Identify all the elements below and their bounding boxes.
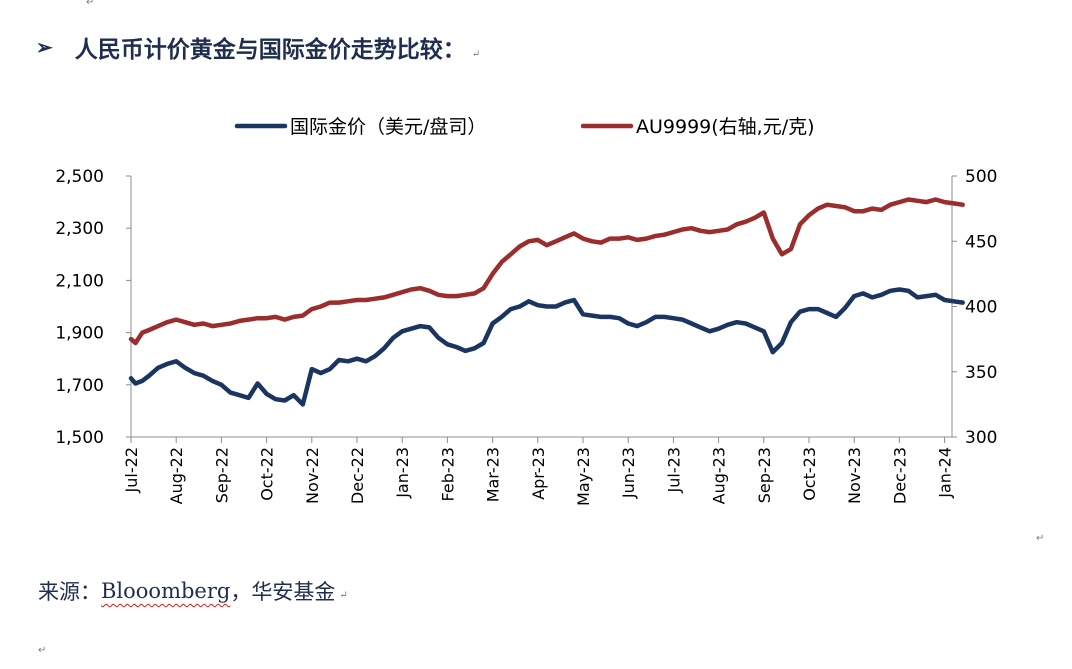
section-heading: ➢ 人民币计价黄金与国际金价走势比较： ↵ xyxy=(36,30,480,64)
left-axis-tick-label: 1,500 xyxy=(55,428,104,448)
x-axis-tick-label: Jun-23 xyxy=(619,447,638,499)
x-axis-tick-label: Dec-23 xyxy=(890,447,909,504)
chart-series xyxy=(128,197,965,407)
source-suffix: ，华安基金 xyxy=(230,580,336,604)
x-axis-tick-label: Oct-23 xyxy=(800,447,819,501)
x-axis-tick-label: Dec-22 xyxy=(348,447,367,504)
chart-axes: 1,500 1,700 1,900 2,100 2,300 2,500 300 350 400 4… xyxy=(55,167,997,506)
x-axis-tick-label: Feb-23 xyxy=(438,447,457,501)
paragraph-mark-chart: ↵ xyxy=(1036,533,1045,544)
paragraph-mark-source: ↵ xyxy=(339,590,348,601)
paragraph-mark-bottom: ↵ xyxy=(38,645,47,656)
left-axis-tick-label: 2,100 xyxy=(55,271,104,291)
source-brand: Blooomberg xyxy=(101,579,231,603)
left-axis-tick-label: 2,300 xyxy=(55,219,104,239)
heading-text: 人民币计价黄金与国际金价走势比较： xyxy=(74,36,466,63)
paragraph-mark-heading: ↵ xyxy=(471,49,481,60)
right-axis-tick-label: 400 xyxy=(965,298,997,318)
right-axis-tick-label: 450 xyxy=(965,232,997,252)
left-axis-tick-label: 1,700 xyxy=(55,376,104,396)
intl-gold-series-line xyxy=(128,287,965,407)
left-axis-tick-label: 1,900 xyxy=(55,324,104,344)
right-axis-tick-label: 350 xyxy=(965,363,997,383)
x-axis-tick-label: Apr-23 xyxy=(529,447,548,500)
legend-label-2: AU9999(右轴,元/克) xyxy=(636,116,815,138)
left-axis-tick-label: 2,500 xyxy=(55,167,104,187)
x-axis-tick-label: Nov-22 xyxy=(303,447,322,504)
x-axis-tick-label: May-23 xyxy=(574,447,593,506)
paragraph-mark-top: ↵ xyxy=(86,0,95,8)
right-axis-tick-label: 500 xyxy=(965,167,997,187)
x-axis-tick-label: Jan-23 xyxy=(393,447,412,499)
x-axis-tick-label: Jul-22 xyxy=(122,447,141,493)
au9999-series-line xyxy=(128,197,965,346)
chart-legend: 国际金价（美元/盘司） AU9999(右轴,元/克) xyxy=(234,116,815,138)
right-axis-tick-label: 300 xyxy=(965,428,997,448)
legend-label-1: 国际金价（美元/盘司） xyxy=(290,116,486,138)
x-axis-tick-label: Aug-23 xyxy=(710,447,729,504)
x-axis-tick-label: Oct-22 xyxy=(258,447,277,501)
source-note: 来源： Blooomberg ，华安基金 ↵ xyxy=(38,573,348,609)
x-axis-tick-label: Sep-23 xyxy=(755,447,774,503)
x-axis-tick-label: Sep-22 xyxy=(212,447,231,503)
x-axis-tick-label: Nov-23 xyxy=(845,447,864,504)
source-prefix: 来源： xyxy=(38,580,101,604)
x-axis-tick-label: Jul-23 xyxy=(664,447,683,493)
x-axis-tick-label: Aug-22 xyxy=(167,447,186,504)
x-axis-tick-label: Jan-24 xyxy=(936,447,955,499)
bullet-arrow-icon: ➢ xyxy=(36,35,53,59)
x-axis-tick-label: Mar-23 xyxy=(484,447,503,502)
